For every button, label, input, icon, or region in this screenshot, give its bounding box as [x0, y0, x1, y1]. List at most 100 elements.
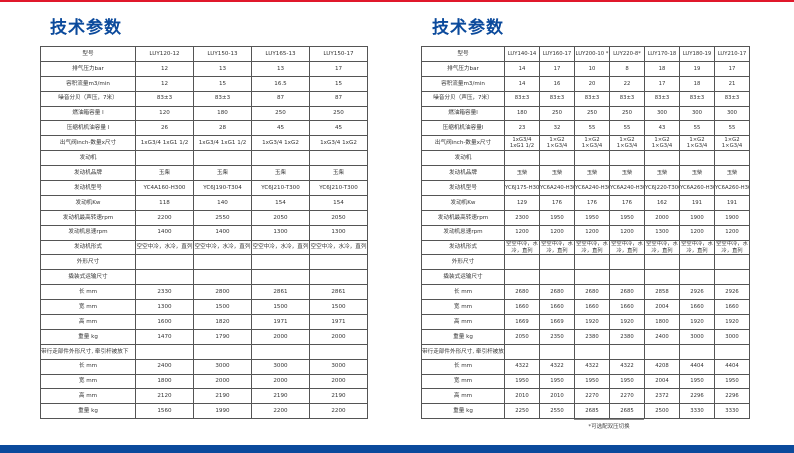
cell-value: 1660 — [539, 299, 575, 316]
cell-value: 2350 — [539, 328, 575, 345]
table-row: 发动机最高转速rpm 2200 2550 2050 2050 — [40, 209, 368, 226]
table-row: 发动机品牌 玉柴 玉柴 玉柴 玉柴 — [40, 165, 368, 182]
cell-value: 17 — [309, 60, 368, 77]
cell-value: 2926 — [679, 284, 715, 301]
cell-value: 2000 — [309, 373, 368, 390]
cell-value — [714, 343, 750, 360]
cell-value: 12 — [135, 60, 194, 77]
cell-value — [135, 269, 194, 286]
cell-value: 2010 — [504, 388, 540, 405]
cell-value: 空空中冷，水冷，直列 — [574, 239, 610, 256]
cell-value: 1200 — [539, 224, 575, 241]
cell-value: 1800 — [135, 373, 194, 390]
row-label: 发动机最高转速rpm — [40, 209, 136, 226]
cell-value: 1400 — [193, 224, 252, 241]
cell-value: 45 — [251, 120, 310, 137]
cell-value — [251, 150, 310, 167]
cell-value: 300 — [714, 105, 750, 122]
cell-value: 2270 — [609, 388, 645, 405]
cell-value: 4322 — [539, 358, 575, 375]
cell-value: 空空中冷，水冷，直列 — [251, 239, 310, 256]
row-label: 容积流量m3/min — [421, 75, 505, 92]
cell-value: 176 — [574, 194, 610, 211]
cell-value: 1×G2 1×G3/4 — [574, 135, 610, 152]
cell-value — [539, 269, 575, 286]
cell-value: 1971 — [309, 314, 368, 330]
cell-value: 4208 — [644, 358, 680, 375]
cell-value: 2300 — [504, 209, 540, 226]
table-row: 压缩机机油容量 l 26 28 45 45 — [40, 120, 368, 137]
row-label: 发动机最高转速rpm — [421, 209, 505, 226]
cell-value: 14 — [504, 75, 540, 92]
cell-value: LUY150-13 — [193, 46, 252, 62]
cell-value — [714, 269, 750, 286]
cell-value: 3000 — [251, 358, 310, 375]
table-row: 长 mm 2330 2800 2861 2861 — [40, 284, 368, 301]
cell-value — [539, 343, 575, 360]
row-label: 排气压力bar — [40, 60, 136, 77]
cell-value — [309, 343, 368, 360]
cell-value: 1400 — [135, 224, 194, 241]
cell-value: 300 — [679, 105, 715, 122]
cell-value: 2296 — [679, 388, 715, 405]
cell-value: 176 — [539, 194, 575, 211]
cell-value: 250 — [309, 105, 368, 122]
table-row: 发动机怠速rpm 1400 1400 1300 1300 — [40, 224, 368, 241]
cell-value: 2000 — [644, 209, 680, 226]
cell-value: 2190 — [251, 388, 310, 405]
cell-value: 空空中冷，水冷，直列 — [539, 239, 575, 256]
cell-value — [135, 254, 194, 271]
cell-value: 2861 — [251, 284, 310, 301]
cell-value: 1669 — [504, 314, 540, 330]
row-label: 发动机Kw — [421, 194, 505, 211]
cell-value: LUY210-17 — [714, 46, 750, 62]
cell-value — [504, 150, 540, 167]
row-label: 发动机怠速rpm — [40, 224, 136, 241]
table-row: 重量 kg 2050 2350 2380 2380 2400 3000 3000 — [421, 328, 750, 345]
cell-value: LUY180-19 — [679, 46, 715, 62]
table-row: 高 mm 1600 1820 1971 1971 — [40, 314, 368, 330]
cell-value: 13 — [251, 60, 310, 77]
cell-value: 1950 — [574, 209, 610, 226]
cell-value: 55 — [714, 120, 750, 137]
table-header-row: 型号 LUY120-12 LUY150-13 LUY165-13 LUY150-17 — [40, 46, 368, 62]
cell-value — [679, 343, 715, 360]
cell-value: LUY150-17 — [309, 46, 368, 62]
cell-value: 2250 — [504, 403, 540, 420]
cell-value: 13 — [193, 60, 252, 77]
cell-value: 1xG3/4 1xG1 1/2 — [135, 135, 194, 152]
cell-value: 2685 — [609, 403, 645, 420]
cell-value: 1×G2 1×G3/4 — [539, 135, 575, 152]
cell-value: 1xG3/4 1xG2 — [309, 135, 368, 152]
cell-value: 87 — [309, 90, 368, 107]
cell-value: 1669 — [539, 314, 575, 330]
cell-value: 1600 — [135, 314, 194, 330]
cell-value: 2372 — [644, 388, 680, 405]
cell-value: YC6J190-T304 — [193, 180, 252, 196]
cell-value: 空空中冷，水冷，直列 — [135, 239, 194, 256]
cell-value: 180 — [504, 105, 540, 122]
cell-value: YC6A240-H301 — [574, 180, 610, 196]
row-label: 压缩机机油容量 l — [40, 120, 136, 137]
cell-value: 1990 — [193, 403, 252, 420]
cell-value: 1660 — [504, 299, 540, 316]
cell-value: 16 — [539, 75, 575, 92]
row-label: 重量 kg — [421, 403, 505, 420]
cell-value: 1500 — [251, 299, 310, 316]
row-label: 重量 kg — [421, 328, 505, 345]
table-row: 排气压力bar 12 13 13 17 — [40, 60, 368, 77]
row-label: 发动机型号 — [421, 180, 505, 196]
cell-value: 玉柴 — [135, 165, 194, 182]
cell-value: 1950 — [609, 373, 645, 390]
cell-value: 55 — [609, 120, 645, 137]
table-row: 噪音分贝（声压，7米） 83±3 83±3 83±3 83±3 83±3 83±3 83±3 — [421, 90, 750, 107]
cell-value: 22 — [609, 75, 645, 92]
cell-value: 2050 — [251, 209, 310, 226]
cell-value: 空空中冷，水冷，直列 — [714, 239, 750, 256]
cell-value: 16.5 — [251, 75, 310, 92]
cell-value: 19 — [679, 60, 715, 77]
cell-value — [679, 254, 715, 271]
cell-value: YC6A260-H300 — [679, 180, 715, 196]
cell-value — [609, 254, 645, 271]
cell-value: 1200 — [679, 224, 715, 241]
